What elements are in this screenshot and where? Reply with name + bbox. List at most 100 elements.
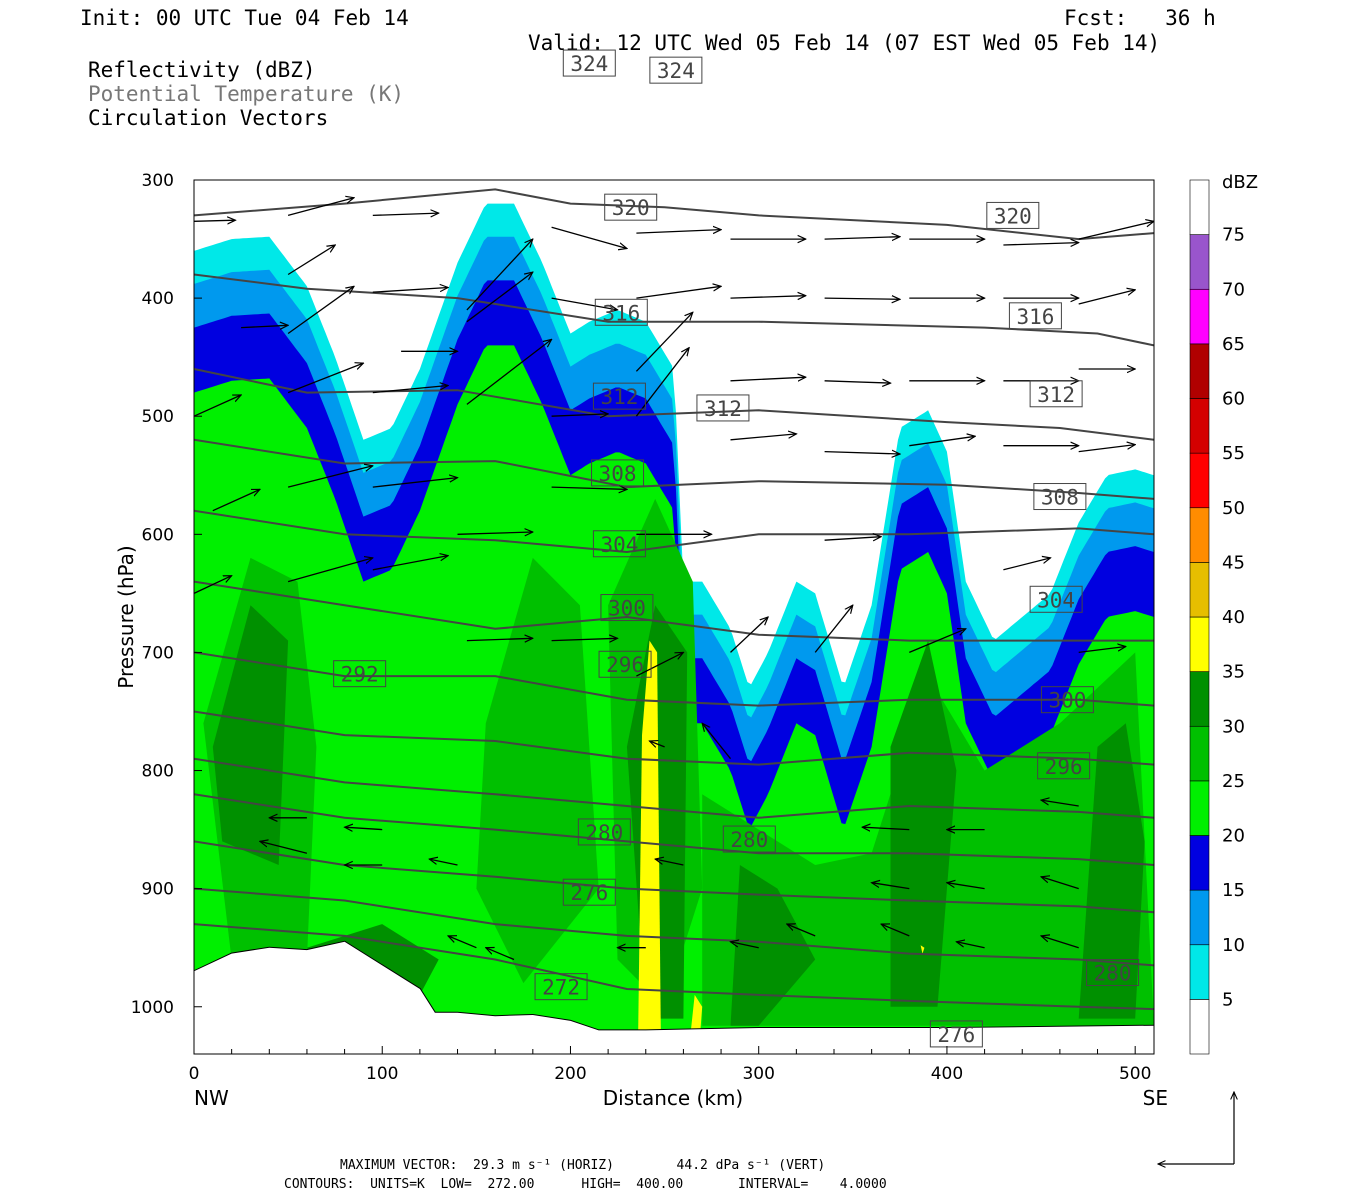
nw-end-label: NW — [194, 1086, 229, 1110]
theta-label-text: 324 — [657, 59, 695, 83]
theta-contour-line-0 — [194, 188, 1154, 241]
colorbar-swatch — [1189, 507, 1210, 563]
circulation-vector — [457, 532, 533, 534]
colorbar-tick-label: 55 — [1222, 443, 1245, 464]
axes: 0 100 200 300 400 500 300 400 500 600 700 800 900 100… — [114, 171, 1168, 1110]
y-tick-label: 500 — [142, 407, 174, 427]
theta-label-304: 304 — [1029, 585, 1083, 613]
theta-label-text: 316 — [602, 301, 640, 325]
colorbar-tick-label: 30 — [1222, 716, 1245, 737]
x-tick-label: 400 — [931, 1064, 963, 1084]
circulation-vector — [194, 576, 232, 594]
theta-contour-line-7 — [194, 710, 1154, 766]
theta-label-text: 280 — [730, 828, 768, 852]
x-tick-label: 0 — [189, 1064, 200, 1084]
theta-label-280: 280 — [722, 825, 776, 853]
y-tick-label: 400 — [142, 289, 174, 309]
circulation-vector — [636, 230, 721, 234]
theta-label-320: 320 — [986, 201, 1040, 229]
colorbar-title: dBZ — [1222, 172, 1258, 193]
theta-label-text: 308 — [1041, 486, 1079, 510]
circulation-vector — [824, 452, 900, 454]
colorbar-tick-label: 15 — [1222, 880, 1245, 901]
circulation-vector — [824, 298, 900, 299]
colorbar-tick-label: 35 — [1222, 662, 1245, 683]
circulation-vector — [486, 948, 515, 961]
theta-label-296: 296 — [1037, 752, 1091, 780]
colorbar-swatch — [1189, 889, 1210, 946]
x-tick-label: 200 — [554, 1064, 586, 1084]
theta-contour-line-9 — [194, 793, 1154, 866]
se-end-label: SE — [1143, 1086, 1168, 1110]
dbz-core-35-11 — [690, 994, 703, 1031]
colorbar-tick-label: 10 — [1222, 935, 1245, 956]
circulation-vector — [372, 288, 448, 293]
circulation-vector — [702, 723, 732, 760]
theta-label-316: 316 — [1008, 302, 1062, 330]
circulation-vector — [1078, 221, 1154, 240]
theta-contour-labels: 272 276 280 280 280 276 292 296 300 304 308 312 312 3… — [333, 49, 1140, 1048]
circulation-vector — [372, 213, 439, 215]
below-ground — [194, 941, 1154, 1054]
colorbar-tick-label: 60 — [1222, 389, 1245, 410]
circulation-vectors — [194, 198, 1154, 961]
theta-contour-line-3 — [194, 438, 1154, 500]
theta-contour-line-4 — [194, 509, 1154, 554]
theta-label-text: 276 — [570, 881, 608, 905]
circulation-vector — [824, 537, 882, 541]
dbz-core-30-7 — [890, 640, 957, 1007]
circulation-vector — [862, 827, 910, 829]
theta-label-text: 312 — [704, 397, 742, 421]
circulation-vector — [1003, 558, 1050, 571]
theta-label-304: 304 — [592, 530, 646, 558]
circulation-vector — [212, 489, 260, 512]
circulation-vector — [1078, 445, 1136, 453]
circulation-vector — [635, 312, 692, 372]
circulation-vector — [1041, 800, 1079, 807]
circulation-vector — [1041, 877, 1079, 890]
circulation-vector — [287, 466, 373, 488]
theta-contours — [194, 188, 1154, 1011]
y-tick-label: 300 — [142, 171, 174, 191]
contour-note: CONTOURS: UNITS=K LOW= 272.00 HIGH= 400.… — [284, 1177, 887, 1192]
circulation-vector — [194, 395, 241, 417]
circulation-vector — [241, 325, 288, 327]
theta-label-text: 296 — [606, 653, 644, 677]
theta-label-text: 300 — [608, 597, 646, 621]
theta-contour-line-12 — [194, 923, 1154, 1011]
theta-label-296: 296 — [598, 650, 652, 678]
circulation-vector — [448, 936, 477, 949]
y-tick-label: 600 — [142, 525, 174, 545]
circulation-vector — [1041, 936, 1079, 949]
field-label-vectors: Circulation Vectors — [88, 106, 329, 130]
theta-contour-line-11 — [194, 887, 1154, 967]
colorbar-swatch — [1189, 835, 1210, 891]
theta-contour-line-2 — [194, 368, 1154, 441]
circulation-vector — [551, 487, 627, 489]
circulation-vector — [372, 386, 448, 394]
colorbar-swatch — [1189, 725, 1210, 782]
theta-label-324: 324 — [649, 56, 703, 84]
init-time: Init: 00 UTC Tue 04 Feb 14 — [80, 6, 409, 30]
circulation-vector — [260, 841, 308, 854]
colorbar-tick-label: 70 — [1222, 279, 1245, 300]
circulation-vector — [287, 363, 363, 394]
colorbar-swatch — [1189, 398, 1210, 454]
colorbar-swatch — [1189, 234, 1210, 290]
theta-label-308: 308 — [1033, 483, 1087, 511]
colorbar-swatch — [1189, 616, 1210, 672]
colorbar-tick-label: 65 — [1222, 334, 1245, 355]
theta-label-text: 304 — [600, 533, 638, 557]
theta-label-text: 312 — [1037, 383, 1075, 407]
circulation-vector — [909, 629, 966, 653]
theta-contour-line-10 — [194, 840, 1154, 914]
plot-frame — [193, 179, 1155, 1055]
circulation-vector — [429, 859, 458, 866]
theta-label-276: 276 — [562, 878, 616, 906]
circulation-vector — [814, 605, 853, 653]
theta-label-text: 272 — [542, 976, 580, 1000]
valid-time: Valid: 12 UTC Wed 05 Feb 14 (07 EST Wed … — [528, 31, 1161, 55]
circulation-vector — [824, 381, 891, 383]
colorbar-swatch — [1189, 671, 1210, 727]
theta-label-text: 292 — [341, 663, 379, 687]
